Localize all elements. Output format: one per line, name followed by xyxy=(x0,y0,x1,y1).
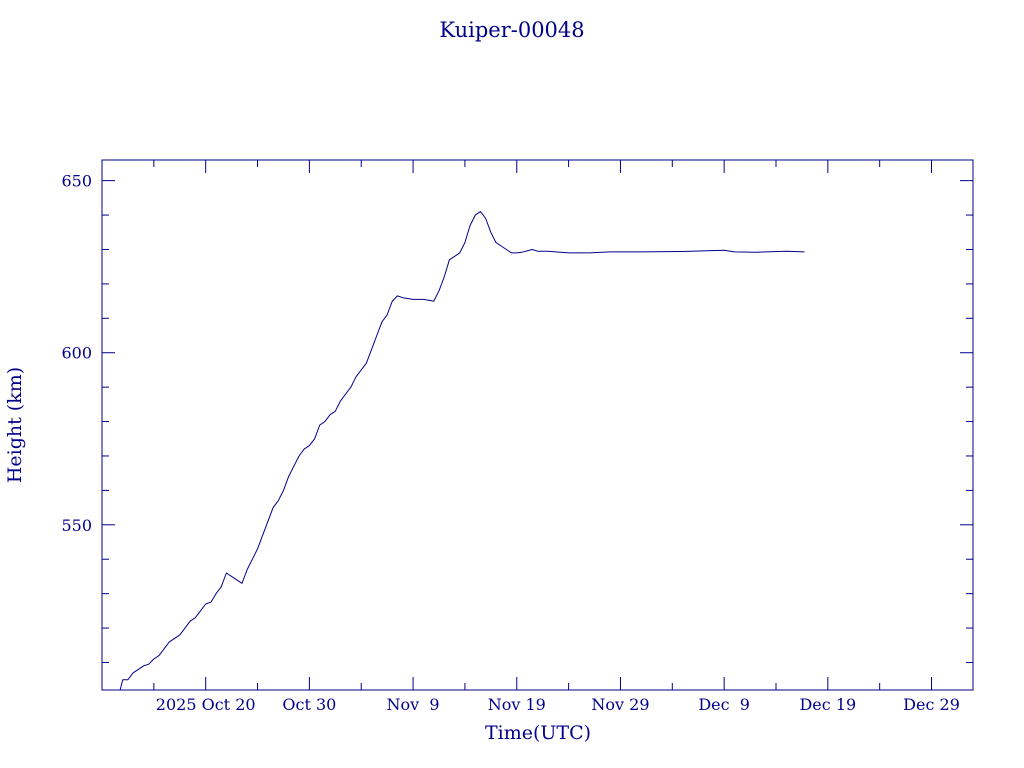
x-axis: 2025 Oct 20 Oct 30 Nov 9 Nov 19 Nov 29 Dec 9 D… xyxy=(101,160,960,714)
x-axis-label: Time(UTC) xyxy=(485,722,591,744)
x-tick-label: Dec 9 xyxy=(698,695,750,714)
x-tick-label: Nov 19 xyxy=(488,695,546,714)
x-tick-label: Dec 19 xyxy=(799,695,856,714)
x-tick-label: Nov 9 xyxy=(387,695,440,714)
y-tick-label: 550 xyxy=(61,516,92,535)
plot-frame xyxy=(101,159,974,691)
y-axis-label: Height (km) xyxy=(4,367,26,483)
y-tick-label: 600 xyxy=(61,344,92,363)
y-tick-label: 650 xyxy=(61,172,92,191)
series-line xyxy=(119,211,805,691)
x-tick-label: Dec 29 xyxy=(903,695,960,714)
chart-title: Kuiper-00048 xyxy=(439,18,584,42)
x-tick-label: 2025 Oct 20 xyxy=(156,695,256,714)
x-tick-label: Nov 29 xyxy=(591,695,649,714)
y-axis: 550 600 650 xyxy=(61,172,973,663)
x-tick-label: Oct 30 xyxy=(282,695,336,714)
